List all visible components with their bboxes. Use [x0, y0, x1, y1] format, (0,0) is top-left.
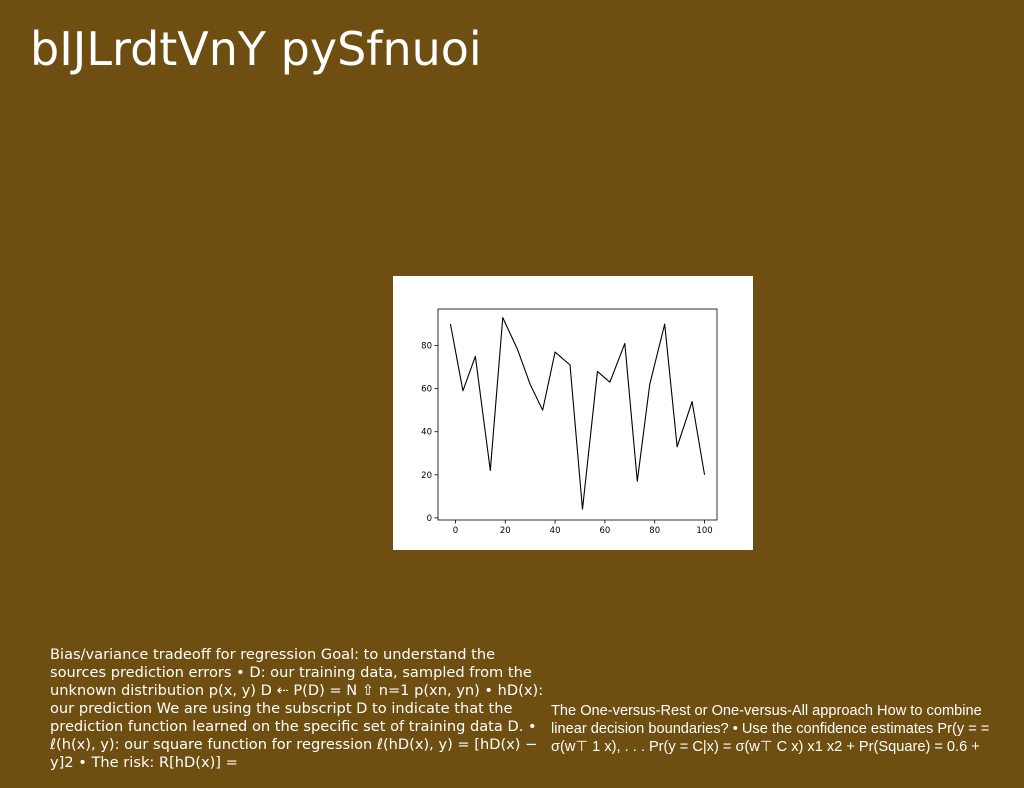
slide-title: bIJLrdtVnY pySfnuoi — [30, 22, 482, 76]
y-tick-label: 0 — [427, 514, 432, 524]
y-tick-label: 20 — [421, 471, 432, 481]
x-tick-label: 20 — [500, 526, 511, 536]
x-tick-label: 80 — [649, 526, 660, 536]
one-versus-rest-text: The One-versus-Rest or One-versus-All ap… — [551, 703, 990, 755]
y-tick-label: 80 — [421, 342, 432, 352]
plot-frame — [437, 308, 718, 521]
y-tick-label: 60 — [421, 385, 432, 395]
x-tick-label: 0 — [453, 526, 458, 536]
line-chart: 0 20 40 60 80 100 0 20 40 60 80 — [393, 276, 753, 550]
x-tick-label: 60 — [599, 526, 610, 536]
x-tick-label: 40 — [550, 526, 561, 536]
line-chart-svg: 0 20 40 60 80 100 0 20 40 60 80 — [421, 308, 718, 536]
x-tick-label: 100 — [696, 526, 712, 536]
y-tick-label: 40 — [421, 428, 432, 438]
bias-variance-text: Bias/variance tradeoff for regression Go… — [50, 646, 544, 771]
series-line — [449, 317, 706, 510]
